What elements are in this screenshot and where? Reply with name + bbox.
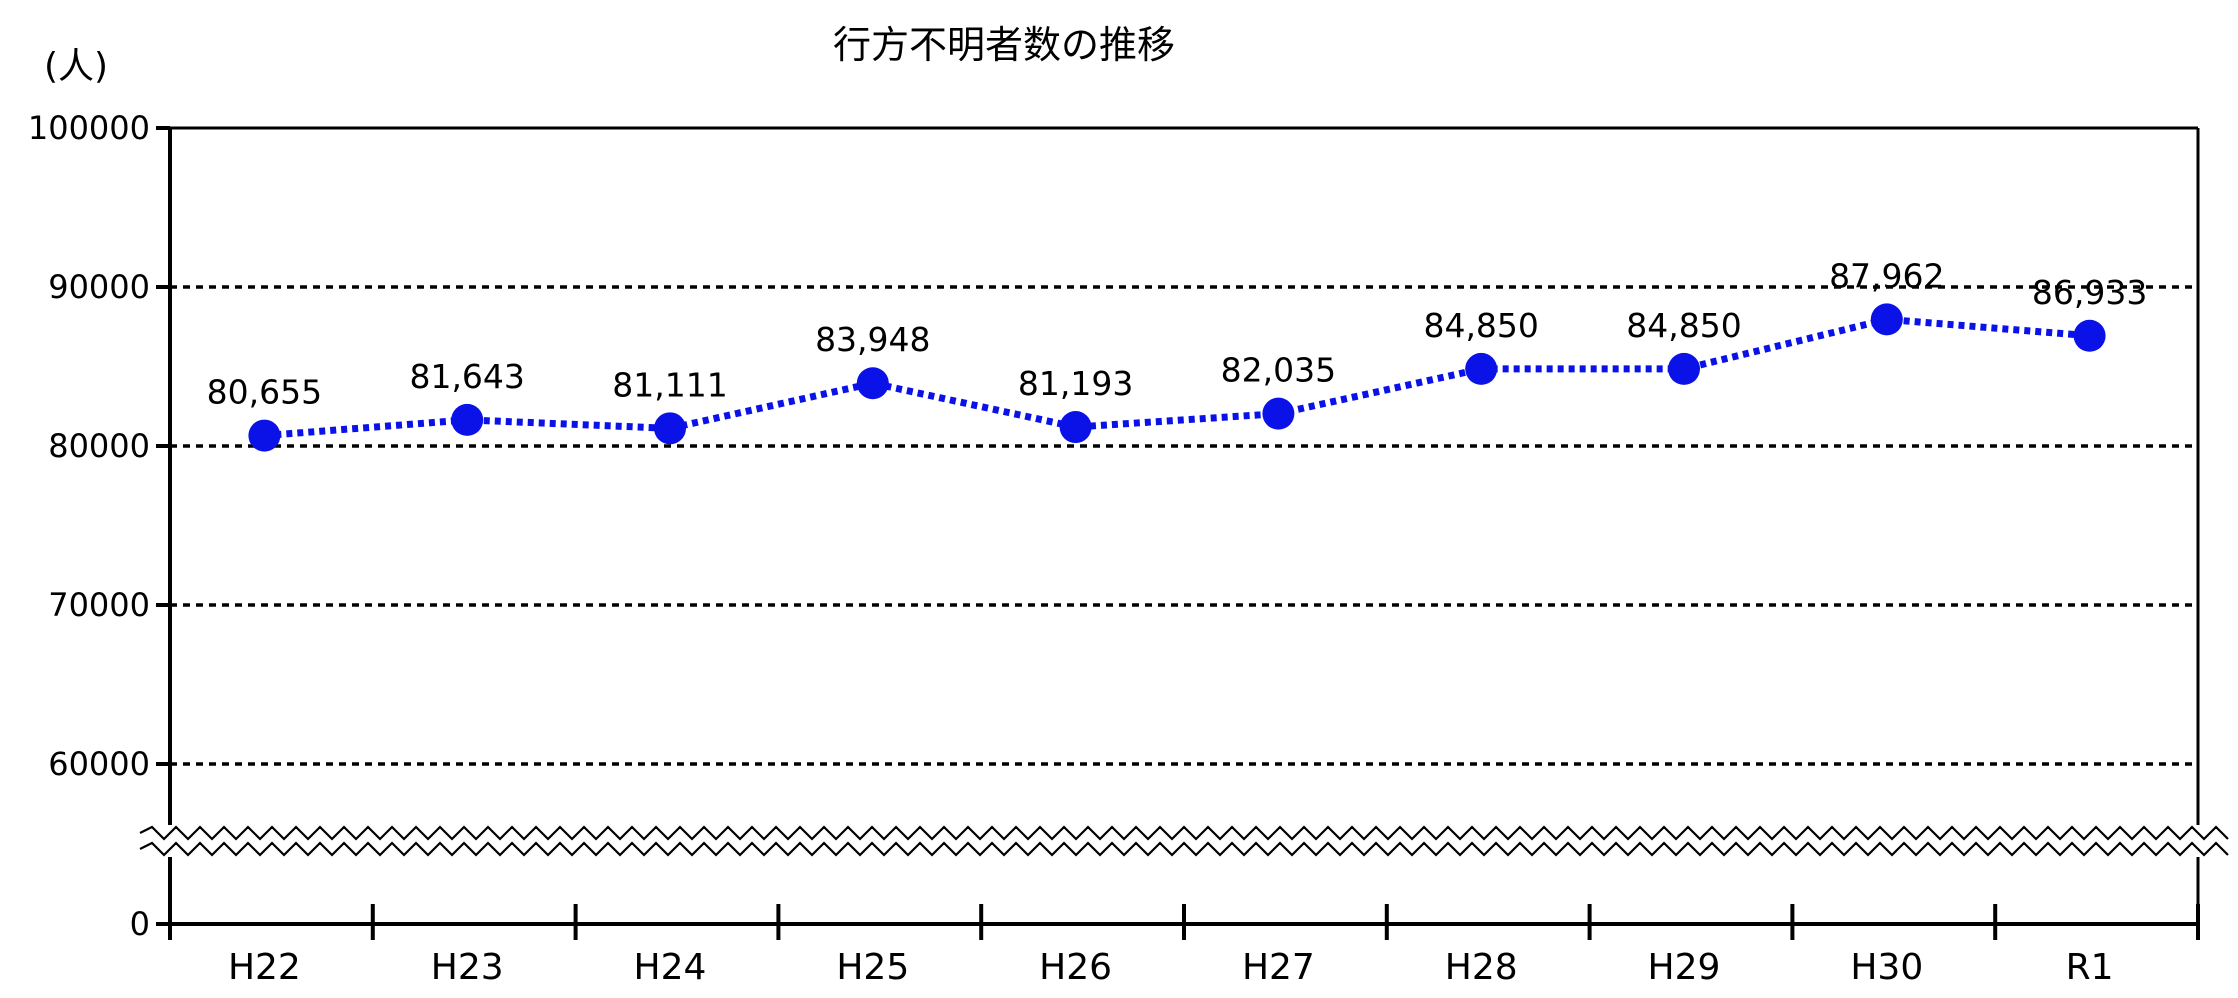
data-label: 82,035 <box>1221 351 1336 390</box>
data-label: 81,193 <box>1018 364 1133 403</box>
x-tick-label: H30 <box>1850 947 1923 988</box>
data-point-marker <box>1668 352 1700 385</box>
data-point-marker <box>248 419 281 452</box>
y-tick-label: 70000 <box>48 586 150 624</box>
data-label: 80,655 <box>207 373 322 412</box>
data-point-marker <box>1059 411 1092 444</box>
data-point-marker <box>1465 352 1498 385</box>
data-point-marker <box>1870 303 1903 336</box>
data-point-marker <box>1262 397 1295 430</box>
data-label: 81,643 <box>409 357 524 396</box>
axis-break-zigzag <box>139 825 2229 841</box>
data-point-marker <box>856 367 889 400</box>
x-tick-label: R1 <box>2066 947 2114 988</box>
y-tick-label: 100000 <box>28 109 150 147</box>
x-tick-label: H28 <box>1445 947 1518 988</box>
y-tick-label: 0 <box>130 905 150 943</box>
x-tick-label: H29 <box>1648 947 1721 988</box>
data-label: 84,850 <box>1423 306 1538 345</box>
x-tick-label: H22 <box>228 947 301 988</box>
axis-break-mask <box>140 825 2230 857</box>
chart-title: 行方不明者数の推移 <box>833 23 1175 67</box>
data-label: 87,962 <box>1829 256 1944 295</box>
data-point-marker <box>2073 319 2106 352</box>
series-line <box>264 315 2090 440</box>
data-label: 84,850 <box>1626 306 1741 345</box>
data-label: 86,933 <box>2032 273 2147 312</box>
x-tick-label: H27 <box>1242 947 1315 988</box>
data-point-marker <box>451 403 484 436</box>
y-tick-label: 80000 <box>48 427 150 465</box>
x-tick-label: H25 <box>836 947 909 988</box>
y-axis-unit-label: (人) <box>44 46 108 87</box>
axis-break-zigzag <box>139 841 2229 857</box>
y-tick-label: 90000 <box>48 268 150 306</box>
data-point-marker <box>654 412 686 445</box>
x-tick-label: H26 <box>1039 947 1112 988</box>
x-tick-label: H24 <box>634 947 707 988</box>
x-tick-label: H23 <box>431 947 504 988</box>
y-tick-label: 60000 <box>48 745 150 783</box>
data-label: 81,111 <box>612 365 727 404</box>
data-label: 83,948 <box>815 320 930 359</box>
